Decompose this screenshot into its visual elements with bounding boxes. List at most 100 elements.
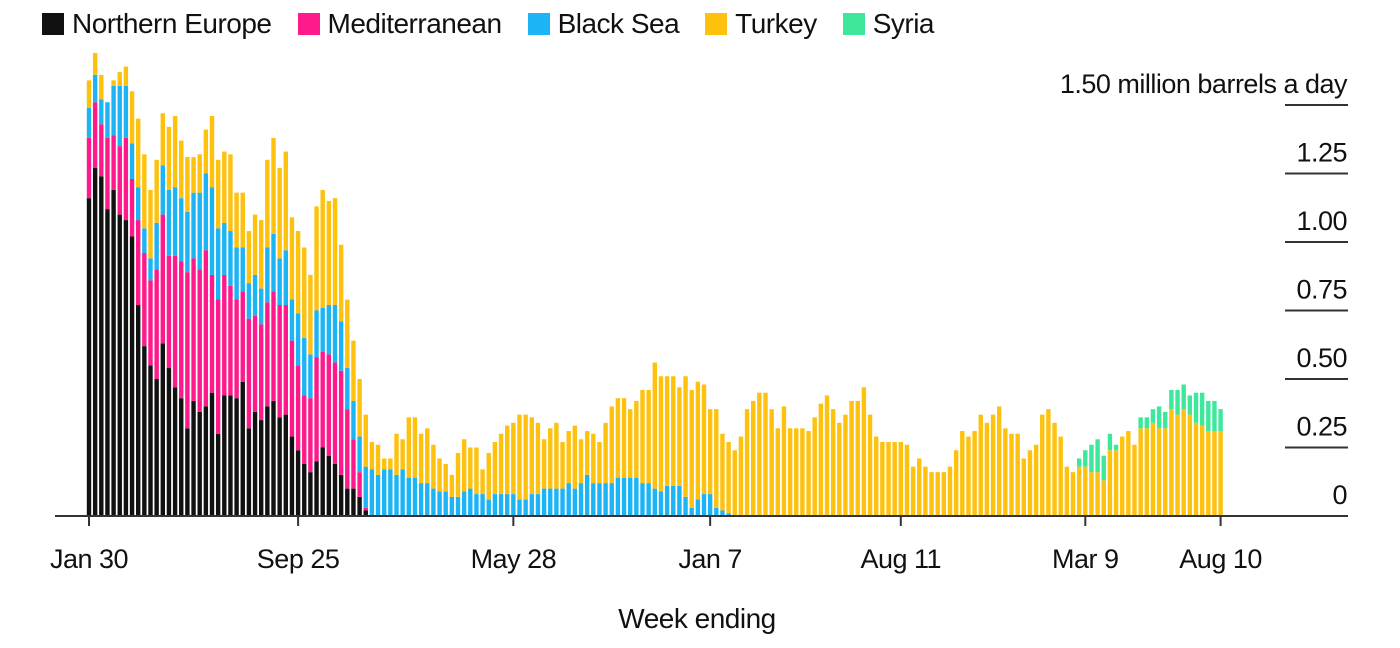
bar-segment-turkey <box>394 433 399 475</box>
bar-segment-black-sea <box>695 499 701 516</box>
bar-segment-turkey <box>960 431 965 516</box>
bar-segment-turkey <box>904 444 910 516</box>
bar-segment-turkey <box>154 159 159 223</box>
bar-segment-northern-europe <box>160 343 165 516</box>
bar-segment-black-sea <box>369 469 375 516</box>
bar-segment-black-sea <box>634 477 639 516</box>
bar-segment-black-sea <box>351 400 356 440</box>
bar-segment-northern-europe <box>240 381 245 516</box>
bar-segment-northern-europe <box>99 176 104 517</box>
bar-segment-turkey <box>271 137 276 234</box>
bar-segment-turkey <box>1212 431 1217 516</box>
bar-segment-turkey <box>800 428 805 516</box>
x-tick-label: May 28 <box>471 544 557 574</box>
bar-segment-turkey <box>92 52 98 75</box>
bar-segment-mediterranean <box>240 291 245 382</box>
bar-segment-northern-europe <box>203 406 209 516</box>
bar-segment-turkey <box>1027 450 1033 516</box>
bar-segment-turkey <box>640 389 645 484</box>
bar-segment-northern-europe <box>338 474 344 516</box>
bar-segment-turkey <box>830 409 836 516</box>
bar-segment-black-sea <box>498 494 504 516</box>
bar-segment-northern-europe <box>308 472 313 516</box>
bar-segment-turkey <box>849 400 854 516</box>
bar-segment-turkey <box>984 422 990 516</box>
bar-segment-turkey <box>1003 428 1008 516</box>
bar-segment-northern-europe <box>234 398 239 516</box>
bar-segment-turkey <box>923 466 928 516</box>
bar-segment-turkey <box>707 409 713 495</box>
bar-segment-syria <box>1150 409 1156 423</box>
bar-segment-black-sea <box>621 477 627 516</box>
bar-segment-turkey <box>240 192 245 248</box>
bar-segment-turkey <box>787 428 793 516</box>
bar-segment-turkey <box>529 417 534 495</box>
bar-segment-northern-europe <box>191 400 196 516</box>
bar-segment-black-sea <box>425 483 430 516</box>
bar-segment-black-sea <box>714 507 719 516</box>
bar-segment-black-sea <box>566 483 571 516</box>
bar-segment-turkey <box>369 442 375 470</box>
legend-item: Black Sea <box>527 8 680 40</box>
bar-segment-turkey <box>664 376 670 486</box>
bar-segment-black-sea <box>283 250 288 306</box>
bar-segment-turkey <box>1076 466 1082 516</box>
bar-segment-mediterranean <box>234 299 239 399</box>
bar-segment-syria <box>1175 389 1180 415</box>
bar-segment-turkey <box>1144 428 1149 516</box>
bar-segment-syria <box>1218 409 1223 432</box>
legend-item: Northern Europe <box>42 8 272 40</box>
bar-segment-turkey <box>1046 409 1051 516</box>
bar-segment-turkey <box>874 436 879 516</box>
bar-segment-northern-europe <box>215 433 221 516</box>
legend-swatch <box>527 13 550 35</box>
bar-segment-black-sea <box>418 483 424 516</box>
y-tick-label: 1.00 <box>1296 206 1347 236</box>
bar-segment-turkey <box>560 442 565 489</box>
bar-segment-mediterranean <box>332 362 338 464</box>
bar-segment-syria <box>1083 450 1088 467</box>
legend-swatch <box>42 13 64 35</box>
bar-segment-black-sea <box>640 483 645 516</box>
bar-segment-northern-europe <box>105 209 110 516</box>
bar-segment-turkey <box>1113 450 1119 516</box>
bar-segment-turkey <box>142 154 147 229</box>
bar-segment-northern-europe <box>123 220 129 516</box>
bar-segment-turkey <box>584 431 590 475</box>
bar-segment-black-sea <box>265 247 270 303</box>
bar-segment-turkey <box>947 466 953 516</box>
bar-segment-black-sea <box>338 321 344 371</box>
bar-segment-turkey <box>1058 436 1063 516</box>
bar-segment-black-sea <box>117 85 122 147</box>
bar-segment-mediterranean <box>123 137 129 221</box>
bar-segment-turkey <box>160 113 165 166</box>
bar-segment-turkey <box>603 422 608 484</box>
bar-segment-turkey <box>222 151 227 223</box>
bar-segment-northern-europe <box>136 305 141 516</box>
y-tick-label: 0.25 <box>1296 412 1347 442</box>
bar-segment-syria <box>1101 455 1106 481</box>
bar-segment-turkey <box>935 472 940 516</box>
bar-segment-northern-europe <box>295 450 301 516</box>
bar-segment-turkey <box>621 398 627 478</box>
bar-segment-turkey <box>1181 409 1186 516</box>
bar-segment-turkey <box>566 431 571 484</box>
bar-segment-mediterranean <box>179 261 184 399</box>
bar-segment-black-sea <box>240 247 245 292</box>
bar-segment-turkey <box>554 422 559 489</box>
bar-segment-turkey <box>474 447 479 495</box>
bar-segment-black-sea <box>209 187 215 275</box>
bar-segment-turkey <box>744 409 750 516</box>
bar-segment-mediterranean <box>191 258 196 401</box>
bar-segment-black-sea <box>652 488 657 516</box>
bar-segment-mediterranean <box>326 354 332 456</box>
bar-segment-turkey <box>1083 466 1088 516</box>
bar-segment-turkey <box>449 474 455 497</box>
bar-segment-turkey <box>511 422 516 495</box>
bar-segment-northern-europe <box>277 417 282 516</box>
bar-segment-turkey <box>1156 428 1162 516</box>
bar-segment-black-sea <box>375 474 381 516</box>
legend-item: Mediterranean <box>297 8 502 40</box>
bar-segment-northern-europe <box>179 398 184 516</box>
bar-segment-black-sea <box>197 192 202 270</box>
